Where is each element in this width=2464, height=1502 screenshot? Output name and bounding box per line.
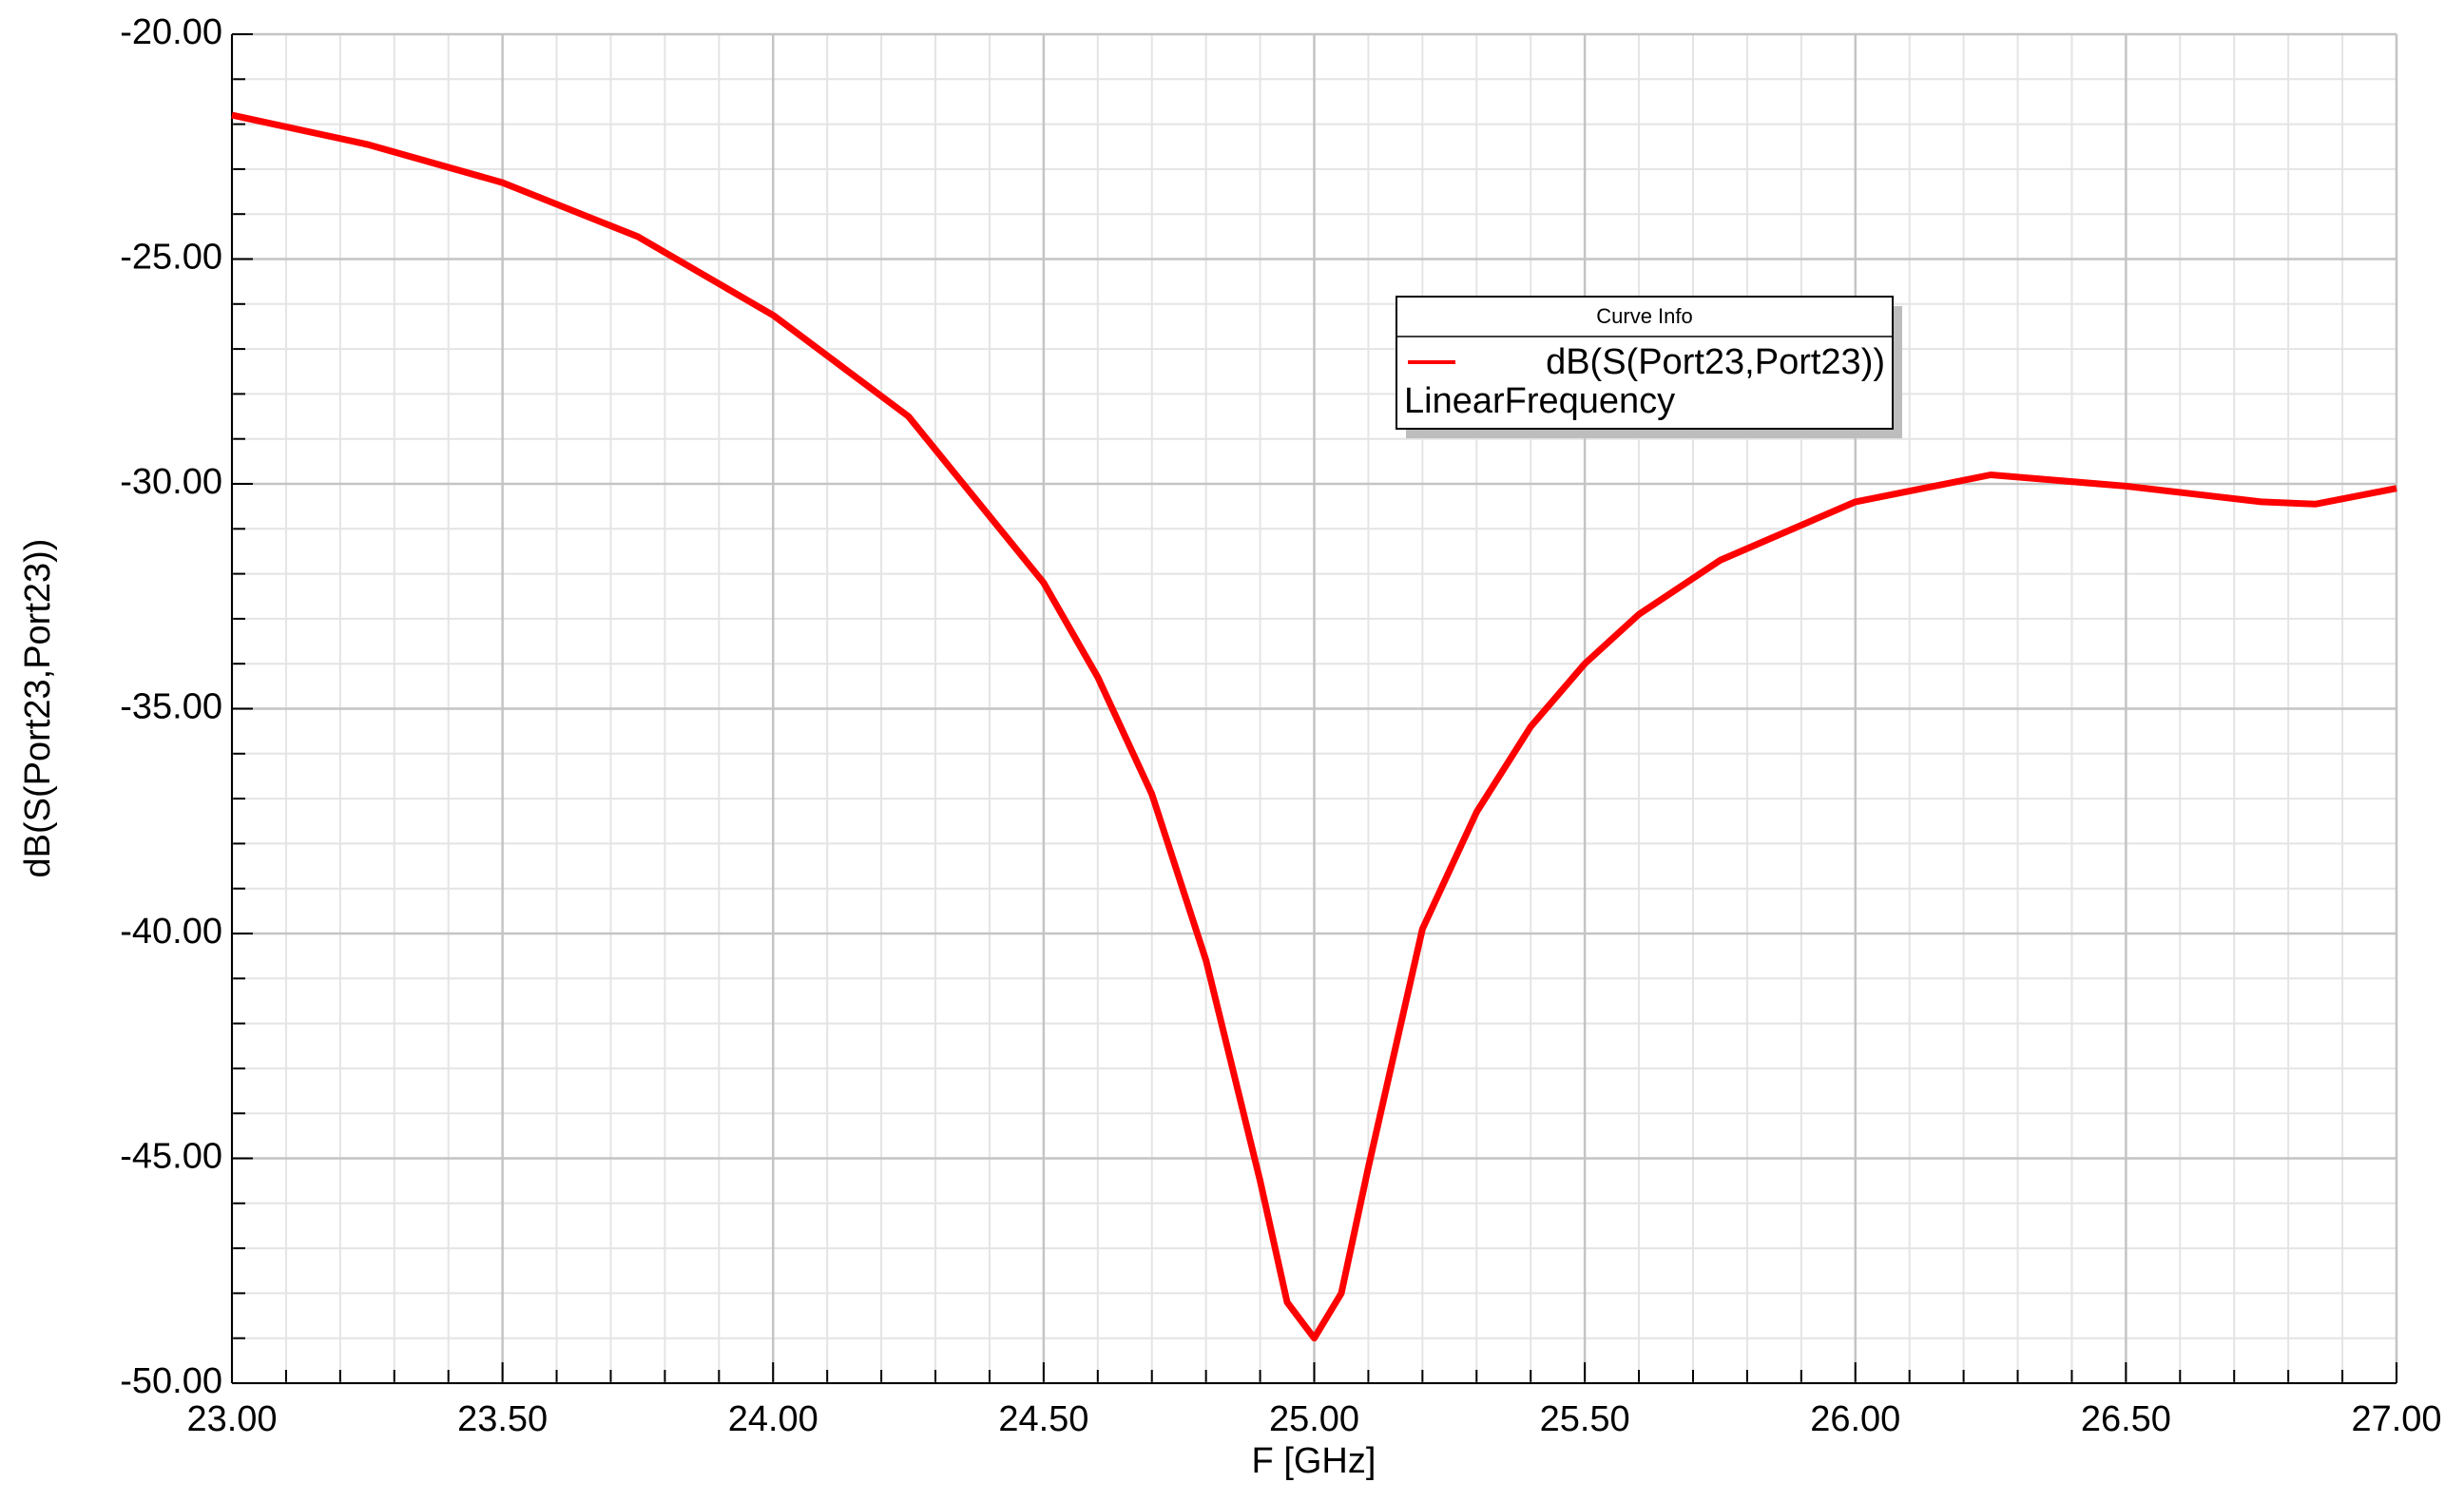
y-tick-label: -25.00 xyxy=(120,238,222,278)
x-tick-label: 23.50 xyxy=(457,1399,548,1439)
y-tick-label: -40.00 xyxy=(120,912,222,952)
legend-box xyxy=(1396,296,1894,430)
y-axis-label: dB(S(Port23,Port23)) xyxy=(18,539,58,878)
x-tick-label: 24.50 xyxy=(998,1399,1088,1439)
y-tick-label: -50.00 xyxy=(120,1361,222,1401)
legend-title: Curve Info xyxy=(1596,304,1693,328)
x-tick-label: 26.00 xyxy=(1810,1399,1900,1439)
y-tick-label: -20.00 xyxy=(120,12,222,52)
x-tick-label: 25.50 xyxy=(1540,1399,1630,1439)
legend-subtitle: LinearFrequency xyxy=(1404,381,1675,421)
x-tick-label: 27.00 xyxy=(2351,1399,2441,1439)
y-tick-label: -30.00 xyxy=(120,462,222,502)
x-tick-label: 26.50 xyxy=(2081,1399,2171,1439)
x-tick-label: 23.00 xyxy=(186,1399,277,1439)
legend-label: dB(S(Port23,Port23)) xyxy=(1546,342,1885,382)
y-tick-label: -35.00 xyxy=(120,687,222,727)
y-tick-label: -45.00 xyxy=(120,1137,222,1177)
x-tick-label: 25.00 xyxy=(1269,1399,1359,1439)
data-line xyxy=(231,111,2397,1342)
x-tick-label: 24.00 xyxy=(728,1399,818,1439)
x-axis-label: F [GHz] xyxy=(1252,1441,1376,1481)
